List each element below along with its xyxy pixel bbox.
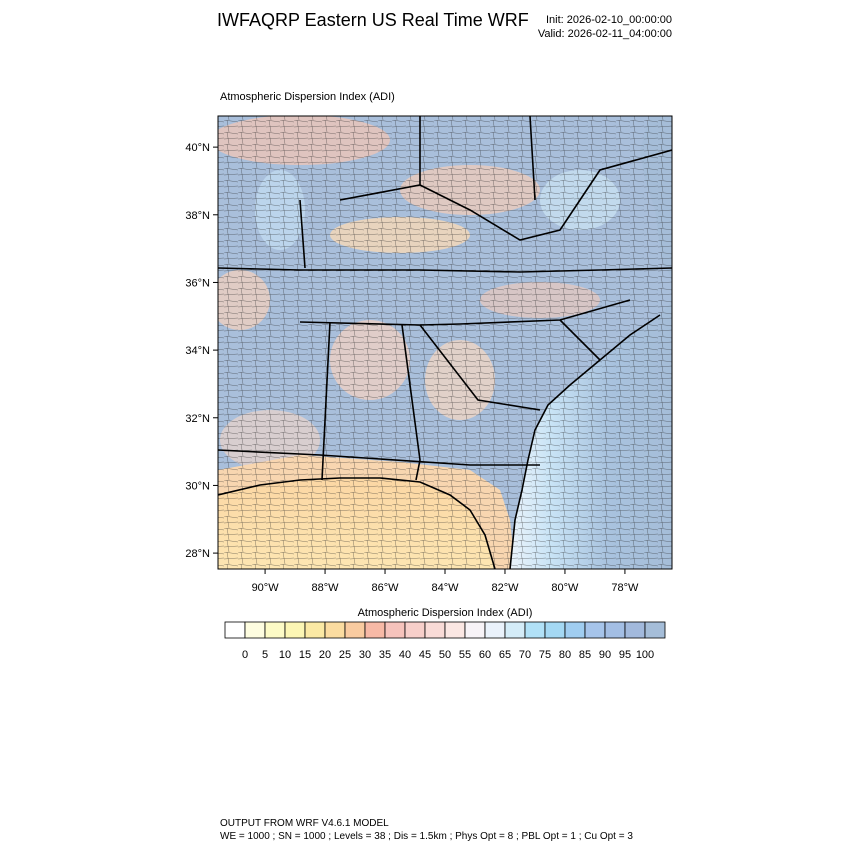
colorbar-swatch bbox=[384, 621, 406, 639]
x-tick-label: 86°W bbox=[372, 582, 400, 594]
x-tick-label: 80°W bbox=[551, 582, 579, 594]
colorbar-swatch bbox=[324, 621, 346, 639]
colorbar-swatch bbox=[404, 621, 426, 639]
valid-time: Valid: 2026-02-11_04:00:00 bbox=[538, 28, 672, 40]
x-tick-label: 90°W bbox=[252, 582, 280, 594]
colorbar-label: 30 bbox=[359, 649, 371, 661]
colorbar-label: 90 bbox=[599, 649, 611, 661]
colorbar-swatch bbox=[564, 621, 586, 639]
colorbar-title: Atmospheric Dispersion Index (ADI) bbox=[358, 607, 533, 619]
colorbar-swatch bbox=[304, 621, 326, 639]
map bbox=[218, 116, 672, 569]
y-tick-label: 30°N bbox=[185, 480, 210, 492]
x-tick-label: 82°W bbox=[491, 582, 519, 594]
footer-line: WE = 1000 ; SN = 1000 ; Levels = 38 ; Di… bbox=[220, 831, 633, 842]
y-tick-label: 34°N bbox=[185, 345, 210, 357]
map-title: Atmospheric Dispersion Index (ADI) bbox=[220, 91, 395, 103]
colorbar-label: 80 bbox=[559, 649, 571, 661]
colorbar-swatch bbox=[364, 621, 386, 639]
colorbar-label: 40 bbox=[399, 649, 411, 661]
y-tick-label: 36°N bbox=[185, 277, 210, 289]
colorbar-label: 45 bbox=[419, 649, 431, 661]
x-tick-label: 88°W bbox=[312, 582, 340, 594]
colorbar-swatch bbox=[424, 621, 446, 639]
init-time: Init: 2026-02-10_00:00:00 bbox=[546, 14, 672, 26]
colorbar-swatch bbox=[604, 621, 626, 639]
y-tick-label: 28°N bbox=[185, 548, 210, 560]
x-tick-label: 84°W bbox=[431, 582, 459, 594]
colorbar-label: 100 bbox=[636, 649, 654, 661]
colorbar-label: 60 bbox=[479, 649, 491, 661]
y-tick-label: 32°N bbox=[185, 413, 210, 425]
colorbar-label: 5 bbox=[262, 649, 268, 661]
colorbar-swatch bbox=[624, 621, 646, 639]
colorbar-label: 55 bbox=[459, 649, 471, 661]
colorbar-label: 95 bbox=[619, 649, 631, 661]
colorbar-swatch bbox=[264, 621, 286, 639]
colorbar-label: 0 bbox=[242, 649, 248, 661]
colorbar-swatch bbox=[244, 621, 266, 639]
colorbar-swatch bbox=[544, 621, 566, 639]
colorbar-swatch bbox=[484, 621, 506, 639]
colorbar: 0 5 10 15 20 25 30 35 40 45 50 55 60 65 70 75 80 85 90 95 10… bbox=[224, 621, 666, 661]
colorbar-swatch bbox=[224, 621, 246, 639]
y-tick-label: 38°N bbox=[185, 210, 210, 222]
colorbar-swatch bbox=[464, 621, 486, 639]
y-tick-label: 40°N bbox=[185, 142, 210, 154]
footer-line: OUTPUT FROM WRF V4.6.1 MODEL bbox=[220, 818, 389, 829]
colorbar-label: 10 bbox=[279, 649, 291, 661]
colorbar-label: 20 bbox=[319, 649, 331, 661]
colorbar-swatch bbox=[444, 621, 466, 639]
x-tick-label: 78°W bbox=[611, 582, 639, 594]
colorbar-swatch bbox=[584, 621, 606, 639]
map-axes: 90°W 88°W 86°W 84°W 82°W 80°W 78°W 28°N 30°N 32°N… bbox=[185, 142, 639, 594]
colorbar-label: 75 bbox=[539, 649, 551, 661]
colorbar-label: 35 bbox=[379, 649, 391, 661]
colorbar-swatch bbox=[344, 621, 366, 639]
colorbar-label: 15 bbox=[299, 649, 311, 661]
colorbar-swatch bbox=[524, 621, 546, 639]
colorbar-label: 25 bbox=[339, 649, 351, 661]
colorbar-swatch bbox=[284, 621, 306, 639]
colorbar-label: 85 bbox=[579, 649, 591, 661]
title: IWFAQRP Eastern US Real Time WRF bbox=[217, 10, 529, 30]
colorbar-label: 50 bbox=[439, 649, 451, 661]
colorbar-label: 70 bbox=[519, 649, 531, 661]
colorbar-swatch bbox=[504, 621, 526, 639]
colorbar-label: 65 bbox=[499, 649, 511, 661]
colorbar-swatch bbox=[644, 621, 666, 639]
